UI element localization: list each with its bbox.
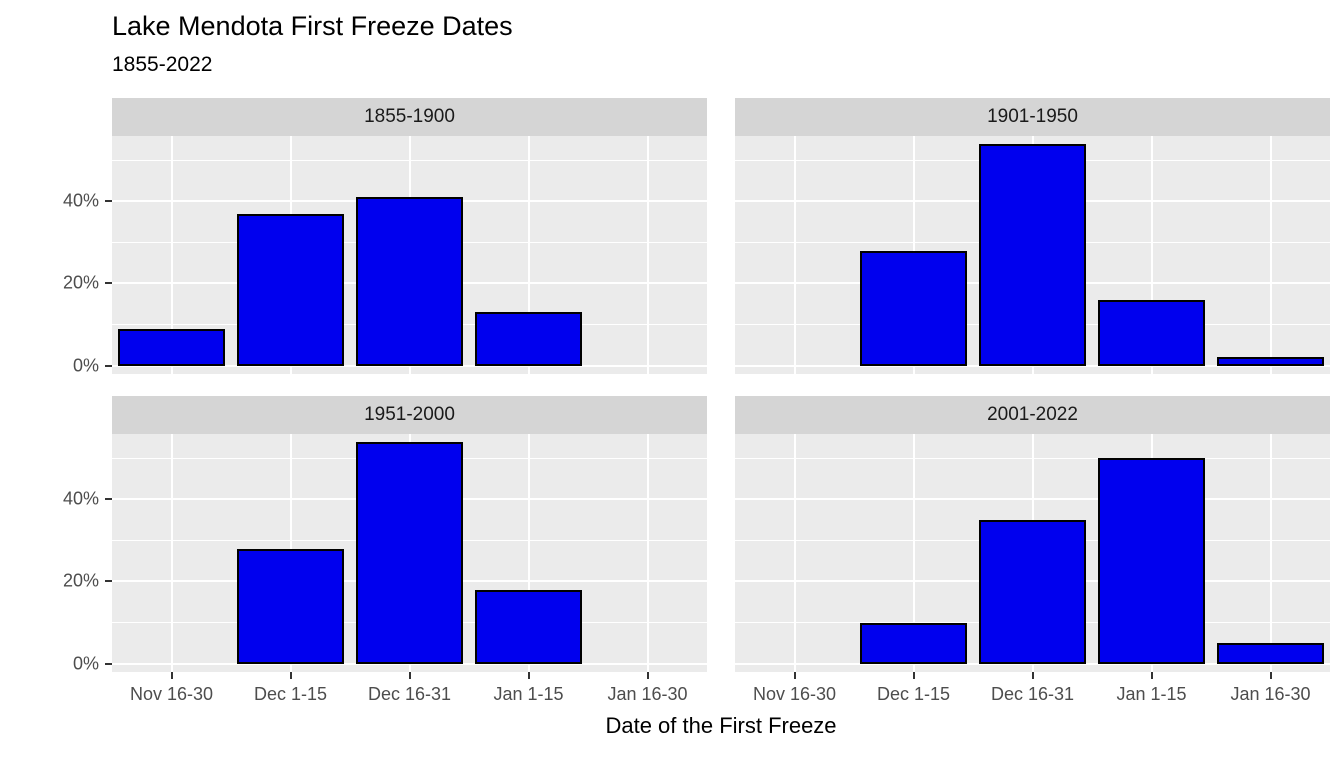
facet-strip: 1951-2000 xyxy=(112,395,707,434)
y-gutter-spacer xyxy=(14,679,112,705)
bar xyxy=(1216,643,1325,664)
bar xyxy=(355,441,464,664)
y-axis: 0% 20% 40% xyxy=(14,396,112,674)
bar xyxy=(978,143,1087,366)
x-tick-label: Dec 16-31 xyxy=(990,683,1075,704)
bar xyxy=(355,197,464,366)
x-tick-label: Jan 1-15 xyxy=(1116,683,1187,704)
chart-subtitle: 1855-2022 xyxy=(112,53,213,77)
bar xyxy=(236,548,345,664)
x-tick-mark xyxy=(912,671,915,679)
bar xyxy=(1097,299,1206,366)
x-tick-mark xyxy=(646,671,649,679)
gridline-vertical xyxy=(912,433,915,672)
facet: 2001-2022 xyxy=(735,395,1330,672)
chart-page: Lake Mendota First Freeze Dates 1855-202… xyxy=(14,11,1330,738)
x-tick-label: Jan 16-30 xyxy=(607,683,688,704)
facet-grid: 0% 20% 40% 1855-1900 1901-1950 0% 20% 40% 1951-2… xyxy=(14,97,1330,705)
x-labels: Nov 16-30 Dec 1-15 Dec 16-31 Jan 1-15 Jan 16… xyxy=(112,679,707,705)
gridline-vertical xyxy=(646,433,649,672)
x-tick-label: Dec 1-15 xyxy=(253,683,328,704)
x-tick-mark xyxy=(1269,671,1272,679)
gridline-vertical xyxy=(1269,135,1272,374)
x-tick-label: Dec 1-15 xyxy=(876,683,951,704)
y-tick-mark xyxy=(105,498,112,501)
facet-strip: 1855-1900 xyxy=(112,97,707,136)
bar xyxy=(978,519,1087,664)
x-ticks-row xyxy=(14,671,1330,679)
gridline-vertical xyxy=(1269,433,1272,672)
x-tick-mark xyxy=(527,671,530,679)
y-tick-label: 40% xyxy=(62,190,99,211)
x-ticks xyxy=(112,671,707,679)
facet-strip: 1901-1950 xyxy=(735,97,1330,136)
plot-panel xyxy=(735,433,1330,672)
x-tick-mark xyxy=(1150,671,1153,679)
x-tick-label: Dec 16-31 xyxy=(367,683,452,704)
y-tick-mark xyxy=(105,200,112,203)
facet-row: 0% 20% 40% 1855-1900 1901-1950 xyxy=(14,97,1330,376)
facet-strip-label: 2001-2022 xyxy=(987,403,1078,425)
gridline-vertical xyxy=(170,135,173,374)
y-tick-mark xyxy=(105,364,112,367)
x-tick-mark xyxy=(408,671,411,679)
x-tick-label: Nov 16-30 xyxy=(752,683,837,704)
gridline-vertical xyxy=(793,433,796,672)
facet-strip-label: 1901-1950 xyxy=(987,105,1078,127)
x-axis-title: Date of the First Freeze xyxy=(605,712,837,738)
gridline-major xyxy=(112,662,707,665)
y-tick-mark xyxy=(105,580,112,583)
bar xyxy=(859,250,968,366)
chart-title: Lake Mendota First Freeze Dates xyxy=(112,11,513,41)
x-tick-mark xyxy=(170,671,173,679)
y-tick-label: 0% xyxy=(72,355,99,376)
facet: 1951-2000 xyxy=(112,395,707,672)
facet: 1855-1900 xyxy=(112,97,707,374)
plot-panel xyxy=(112,433,707,672)
y-gutter-spacer xyxy=(14,672,112,679)
bar xyxy=(117,328,226,366)
x-tick-mark xyxy=(289,671,292,679)
gridline-major xyxy=(735,498,1330,501)
gridline-vertical xyxy=(1150,135,1153,374)
gridline-major xyxy=(735,364,1330,367)
x-labels: Nov 16-30 Dec 1-15 Dec 16-31 Jan 1-15 Jan 16… xyxy=(735,679,1330,705)
bar xyxy=(236,213,345,366)
x-tick-label: Jan 1-15 xyxy=(493,683,564,704)
gridline-vertical xyxy=(646,135,649,374)
y-tick-label: 20% xyxy=(62,570,99,591)
x-ticks xyxy=(735,671,1330,679)
y-tick-mark xyxy=(105,662,112,665)
facet-strip: 2001-2022 xyxy=(735,395,1330,434)
gridline-major xyxy=(735,662,1330,665)
x-tick-mark xyxy=(1031,671,1034,679)
facet-strip-label: 1951-2000 xyxy=(364,403,455,425)
facet-row: 0% 20% 40% 1951-2000 2001-2022 xyxy=(14,395,1330,674)
y-tick-label: 20% xyxy=(62,272,99,293)
plot-panel xyxy=(112,135,707,374)
x-tick-label: Jan 16-30 xyxy=(1230,683,1311,704)
facet: 1901-1950 xyxy=(735,97,1330,374)
bar xyxy=(1097,458,1206,664)
y-axis: 0% 20% 40% xyxy=(14,98,112,376)
plot-panel xyxy=(735,135,1330,374)
x-labels-row: Nov 16-30 Dec 1-15 Dec 16-31 Jan 1-15 Jan 16… xyxy=(14,679,1330,705)
y-tick-mark xyxy=(105,282,112,285)
gridline-vertical xyxy=(527,135,530,374)
y-tick-label: 0% xyxy=(72,653,99,674)
gridline-major xyxy=(112,364,707,367)
facet-strip-label: 1855-1900 xyxy=(364,105,455,127)
x-tick-mark xyxy=(793,671,796,679)
bar xyxy=(474,589,583,664)
gridline-vertical xyxy=(793,135,796,374)
bar xyxy=(859,622,968,664)
gridline-vertical xyxy=(170,433,173,672)
y-tick-label: 40% xyxy=(62,488,99,509)
gridline-vertical xyxy=(527,433,530,672)
bar xyxy=(474,312,583,366)
bar xyxy=(1216,357,1325,366)
x-tick-label: Nov 16-30 xyxy=(129,683,214,704)
